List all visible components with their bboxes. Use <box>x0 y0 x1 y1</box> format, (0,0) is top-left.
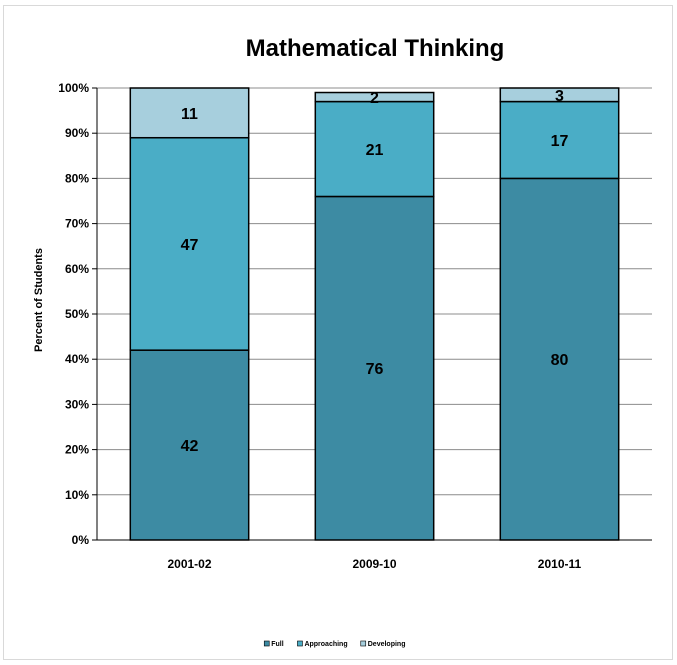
bar-segment-full <box>314 195 435 541</box>
x-tick-label: 2001-02 <box>167 557 211 571</box>
y-tick-label: 60% <box>65 262 89 276</box>
data-label: 11 <box>181 106 198 123</box>
data-label: 76 <box>366 361 384 378</box>
data-label: 80 <box>551 352 569 369</box>
chart-title: Mathematical Thinking <box>246 35 505 62</box>
data-label: 21 <box>366 142 384 159</box>
bar-segment-developing <box>314 91 435 103</box>
y-tick-label: 50% <box>65 307 89 321</box>
data-label: 42 <box>181 438 199 455</box>
y-tick-label: 70% <box>65 217 89 231</box>
bar-segment-approaching <box>314 100 435 198</box>
legend-label: Approaching <box>304 641 347 648</box>
y-tick-label: 100% <box>58 81 89 95</box>
legend-swatch <box>297 640 303 647</box>
bar-segment-approaching <box>129 136 250 351</box>
y-tick-label: 40% <box>65 352 89 366</box>
bar-segment-developing <box>129 87 250 139</box>
x-tick-label: 2009-10 <box>352 557 396 571</box>
y-axis-label: Percent of Students <box>33 248 45 352</box>
data-label: 3 <box>555 88 564 105</box>
data-label: 47 <box>181 237 199 254</box>
y-tick-label: 10% <box>65 488 89 502</box>
y-tick-label: 90% <box>65 126 89 140</box>
legend: Full Approaching Developing <box>263 640 406 648</box>
data-label: 17 <box>551 133 569 150</box>
legend-label: Full <box>271 641 283 648</box>
legend-swatch <box>263 640 270 647</box>
bar-segment-full <box>499 177 620 541</box>
bar-segment-developing <box>499 87 620 103</box>
y-tick-label: 30% <box>65 397 89 411</box>
legend-label: Developing <box>368 641 406 648</box>
x-tick-label: 2010-11 <box>538 557 582 571</box>
legend-swatch <box>360 640 367 647</box>
bars: 42 47 11 76 21 2 80 17 3 <box>129 87 620 541</box>
bar-segment-full <box>129 349 250 541</box>
y-tick-label: 0% <box>72 533 90 547</box>
x-tick-labels: 2001-02 2009-10 2010-11 <box>167 557 581 571</box>
y-tick-label: 20% <box>65 443 89 457</box>
y-tick-labels: 0% 10% 20% 30% 40% 50% 60% 70% 80% 90% 100% <box>58 81 89 547</box>
bar-segment-approaching <box>499 100 620 180</box>
data-label: 2 <box>370 90 379 107</box>
y-tick-label: 80% <box>65 171 89 185</box>
